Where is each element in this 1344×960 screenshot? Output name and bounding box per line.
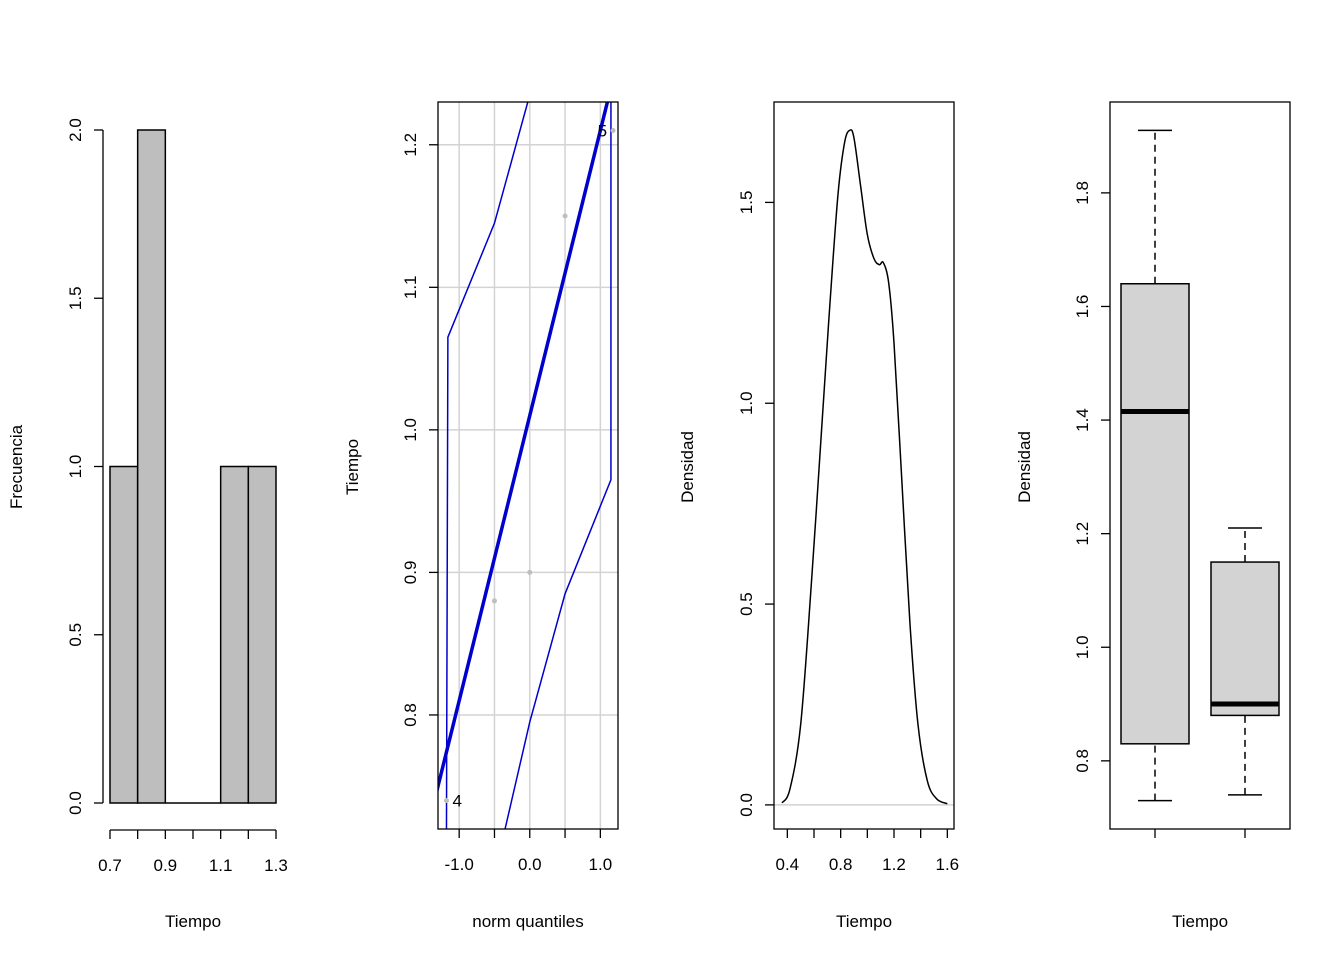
density-x-ticks: 0.4 0.8 1.2 1.6	[776, 829, 960, 874]
histogram-y-title: Frecuencia	[7, 424, 26, 509]
boxplot-y-tick-label: 1.8	[1073, 181, 1092, 205]
qq-x-title: norm quantiles	[472, 912, 584, 931]
boxplot-x-title: Tiempo	[1172, 912, 1228, 931]
density-y-title: Densidad	[678, 431, 697, 503]
histogram-bar	[109, 465, 139, 804]
density-x-tick-label: 0.4	[776, 855, 800, 874]
boxplot-boxes	[1120, 129, 1280, 838]
density-x-title: Tiempo	[836, 912, 892, 931]
histogram-x-title: Tiempo	[165, 912, 221, 931]
density-y-tick-label: 1.5	[737, 191, 756, 215]
histogram-y-tick-label: 0.0	[66, 791, 85, 815]
boxplot-y-tick-label: 1.4	[1073, 408, 1092, 432]
qq-grid	[438, 102, 618, 829]
boxplot-y-tick-label: 0.8	[1073, 749, 1092, 773]
histogram-bar	[219, 465, 250, 804]
qq-point	[491, 598, 497, 604]
histogram-y-tick-label: 1.5	[66, 286, 85, 310]
qq-reference-line-path	[438, 102, 610, 794]
density-x-tick-label: 1.2	[882, 855, 906, 874]
qq-y-title: Tiempo	[343, 439, 362, 495]
qq-point-label: 4	[452, 791, 461, 810]
density-y-tick-label: 1.0	[737, 391, 756, 415]
qq-point	[610, 128, 616, 134]
density-panel: 0.0 0.5 1.0 1.5 0.4 0.8 1.2 1.6 Tiempo Densida…	[678, 101, 960, 931]
qq-reference-line	[438, 102, 610, 794]
histogram-x-tick-label: 1.1	[209, 856, 233, 875]
qq-x-ticks: -1.0 0.0 1.0	[445, 829, 613, 874]
boxplot-plot-frame	[1109, 101, 1291, 830]
qq-x-tick-label: 0.0	[518, 855, 542, 874]
qq-point	[443, 797, 449, 803]
density-y-tick-label: 0.5	[737, 592, 756, 616]
qq-envelope-lower	[504, 102, 612, 829]
histogram-y-ticks: 0.0 0.5 1.0 1.5 2.0	[66, 118, 103, 815]
qq-point-label: 5	[598, 122, 607, 141]
qq-x-tick-label: -1.0	[445, 855, 474, 874]
boxplot-y-title: Densidad	[1015, 431, 1034, 503]
boxplot-panel: 0.8 1.0 1.2 1.4 1.6 1.8 Tiempo Densidad	[1015, 101, 1291, 931]
density-y-ticks: 0.0 0.5 1.0 1.5	[737, 191, 774, 817]
qq-y-tick-label: 0.9	[401, 561, 420, 585]
qq-points	[443, 128, 616, 803]
histogram-bar	[136, 129, 167, 804]
qq-x-tick-label: 1.0	[589, 855, 613, 874]
density-x-tick-label: 0.8	[829, 855, 853, 874]
qq-y-tick-label: 1.2	[401, 133, 420, 157]
qq-point-labels: 45	[452, 122, 607, 811]
qq-y-tick-label: 1.1	[401, 275, 420, 299]
histogram-x-ticks: 0.7 0.9 1.1 1.3	[98, 830, 288, 875]
density-plot-frame	[773, 101, 955, 830]
histogram-bar	[247, 465, 277, 804]
qq-envelope-upper	[445, 102, 529, 829]
histogram-y-tick-label: 0.5	[66, 623, 85, 647]
density-curve	[781, 129, 948, 805]
boxplot-y-tick-label: 1.0	[1073, 635, 1092, 659]
histogram-y-tick-label: 2.0	[66, 118, 85, 142]
qq-y-tick-label: 1.0	[401, 418, 420, 442]
boxplot-y-ticks: 0.8 1.0 1.2 1.4 1.6 1.8	[1073, 181, 1110, 773]
histogram-x-tick-label: 0.9	[154, 856, 178, 875]
boxplot-y-tick-label: 1.6	[1073, 295, 1092, 319]
qq-point	[562, 213, 568, 219]
histogram-panel: 0.0 0.5 1.0 1.5 2.0 0.7 0.9 1.1 1.3 Tiempo Frec…	[7, 118, 288, 931]
density-curve-path	[781, 129, 948, 805]
density-y-tick-label: 0.0	[737, 793, 756, 817]
qq-plot-frame	[437, 101, 619, 830]
boxplot-box	[1120, 283, 1190, 745]
histogram-y-tick-label: 1.0	[66, 455, 85, 479]
histogram-x-tick-label: 1.3	[264, 856, 288, 875]
histogram-x-tick-label: 0.7	[98, 856, 122, 875]
boxplot-y-tick-label: 1.2	[1073, 522, 1092, 546]
qq-y-tick-label: 0.8	[401, 703, 420, 727]
qq-panel: 45 0.80.91.01.11.2 -1.0 0.0 1.0 norm quant…	[343, 101, 619, 931]
qq-envelope	[445, 102, 612, 829]
boxplot-box	[1210, 561, 1280, 717]
qq-point	[527, 569, 533, 575]
qq-y-ticks: 0.8 0.9 1.0 1.1 1.2	[401, 133, 438, 727]
density-x-tick-label: 1.6	[936, 855, 960, 874]
histogram-bars	[109, 129, 277, 804]
